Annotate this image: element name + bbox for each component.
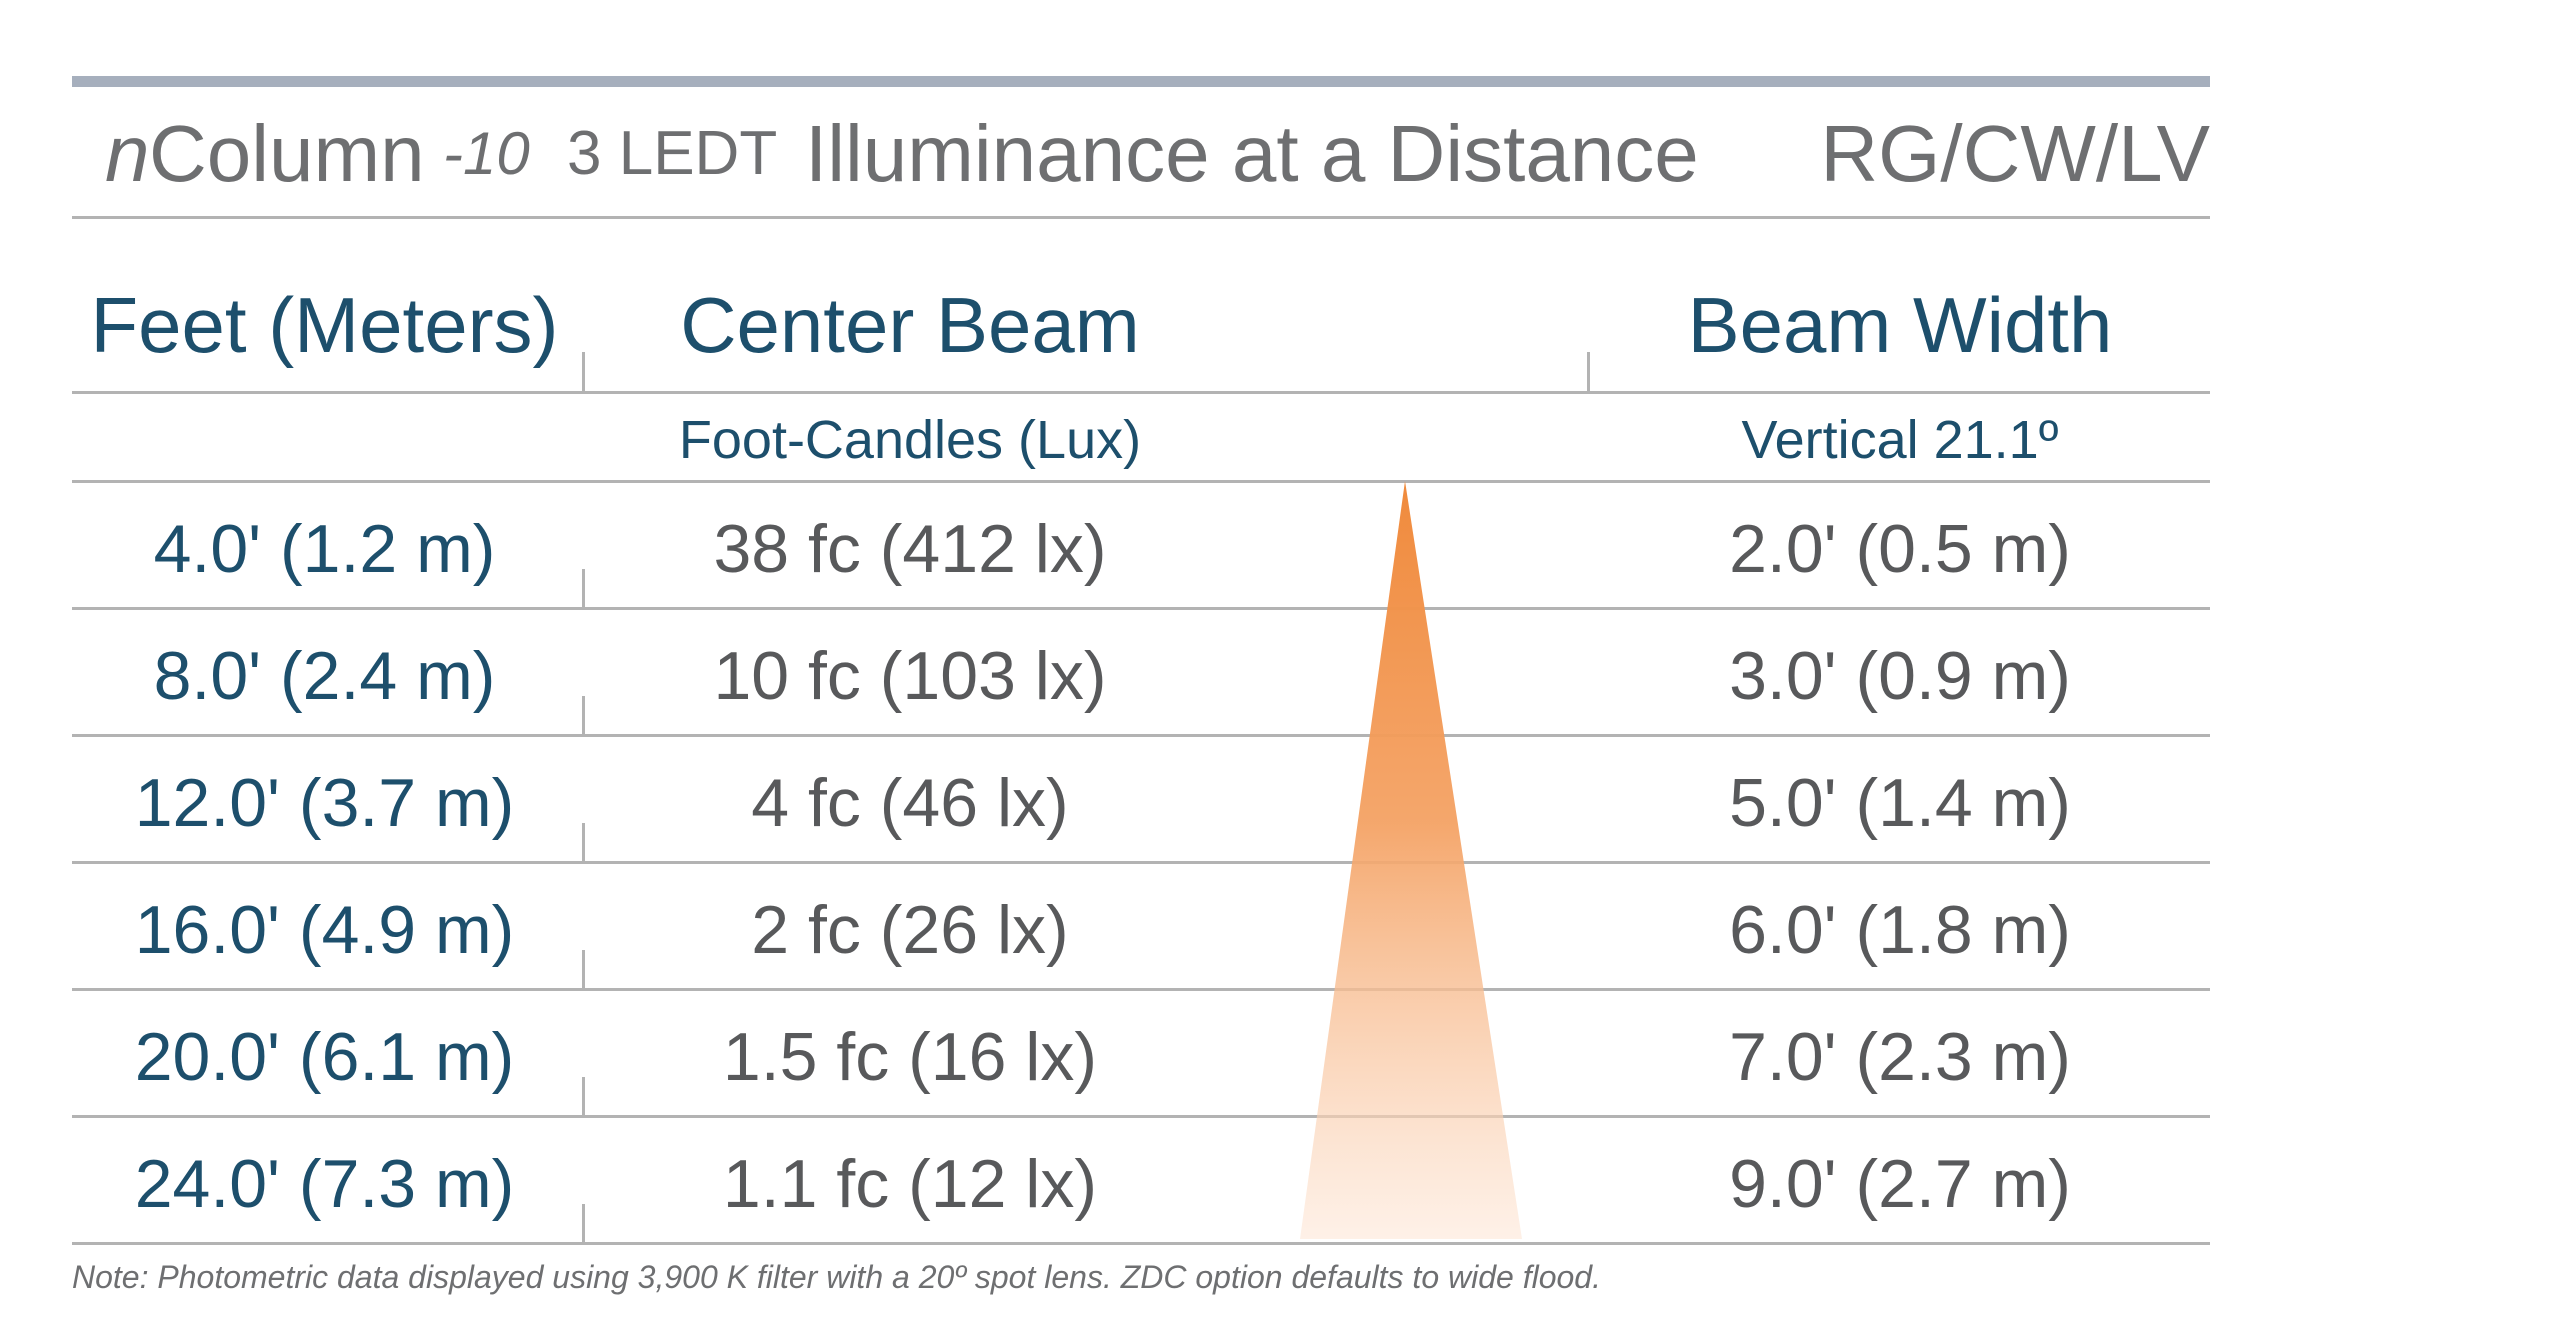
footnote: Note: Photometric data displayed using 3… bbox=[72, 1259, 1601, 1295]
row-center-beam: 2 fc (26 lx) bbox=[751, 892, 1069, 968]
row-divider bbox=[72, 1115, 2210, 1118]
row-divider bbox=[72, 607, 2210, 610]
row-center-beam: 38 fc (412 lx) bbox=[713, 511, 1107, 587]
title-suffix: -10 bbox=[443, 120, 530, 187]
row-distance: 16.0' (4.9 m) bbox=[134, 892, 515, 968]
row-column-tick bbox=[582, 569, 585, 609]
row-beam-width: 6.0' (1.8 m) bbox=[1729, 892, 2071, 968]
header-beam-width: Beam Width bbox=[1687, 281, 2113, 369]
row-distance: 8.0' (2.4 m) bbox=[153, 638, 496, 714]
row-beam-width: 2.0' (0.5 m) bbox=[1729, 511, 2071, 587]
beam-cone bbox=[1300, 481, 1522, 1239]
row-column-tick bbox=[582, 823, 585, 863]
row-beam-width: 5.0' (1.4 m) bbox=[1729, 765, 2071, 841]
title-ledt: 3 LEDT bbox=[567, 119, 778, 188]
row-beam-width: 7.0' (2.3 m) bbox=[1729, 1019, 2071, 1095]
row-column-tick bbox=[582, 696, 585, 736]
row-beam-width: 9.0' (2.7 m) bbox=[1729, 1146, 2071, 1222]
header-center-beam: Center Beam bbox=[680, 281, 1140, 369]
row-distance: 20.0' (6.1 m) bbox=[134, 1019, 515, 1095]
row-divider bbox=[72, 734, 2210, 737]
row-divider bbox=[72, 988, 2210, 991]
header-distance: Feet (Meters) bbox=[90, 281, 559, 369]
row-column-tick bbox=[582, 950, 585, 990]
row-distance: 24.0' (7.3 m) bbox=[134, 1146, 515, 1222]
row-divider bbox=[72, 861, 2210, 864]
subheader-center-beam: Foot-Candles (Lux) bbox=[678, 410, 1142, 470]
header-column-tick bbox=[582, 352, 585, 392]
row-divider bbox=[72, 1242, 2210, 1245]
title-product: Column bbox=[149, 109, 425, 198]
chart-title: n Column -10 3 LEDT Illuminance at a Dis… bbox=[105, 104, 2210, 204]
row-distance: 12.0' (3.7 m) bbox=[134, 765, 515, 841]
top-rule bbox=[72, 76, 2210, 87]
row-center-beam: 10 fc (103 lx) bbox=[713, 638, 1107, 714]
row-distance: 4.0' (1.2 m) bbox=[153, 511, 496, 587]
row-center-beam: 1.5 fc (16 lx) bbox=[722, 1019, 1098, 1095]
row-beam-width: 3.0' (0.9 m) bbox=[1729, 638, 2071, 714]
row-column-tick bbox=[582, 1204, 585, 1244]
header-divider bbox=[72, 391, 2210, 394]
subheader-beam-width: Vertical 21.1º bbox=[1741, 410, 2059, 470]
subheader-divider bbox=[72, 480, 2210, 483]
title-prefix: n bbox=[105, 109, 150, 198]
title-divider bbox=[72, 216, 2210, 219]
title-model: RG/CW/LV bbox=[1820, 109, 2210, 198]
row-center-beam: 1.1 fc (12 lx) bbox=[722, 1146, 1098, 1222]
header-column-tick bbox=[1587, 352, 1590, 392]
row-column-tick bbox=[582, 1077, 585, 1117]
title-text: Illuminance at a Distance bbox=[805, 109, 1699, 198]
row-center-beam: 4 fc (46 lx) bbox=[751, 765, 1069, 841]
